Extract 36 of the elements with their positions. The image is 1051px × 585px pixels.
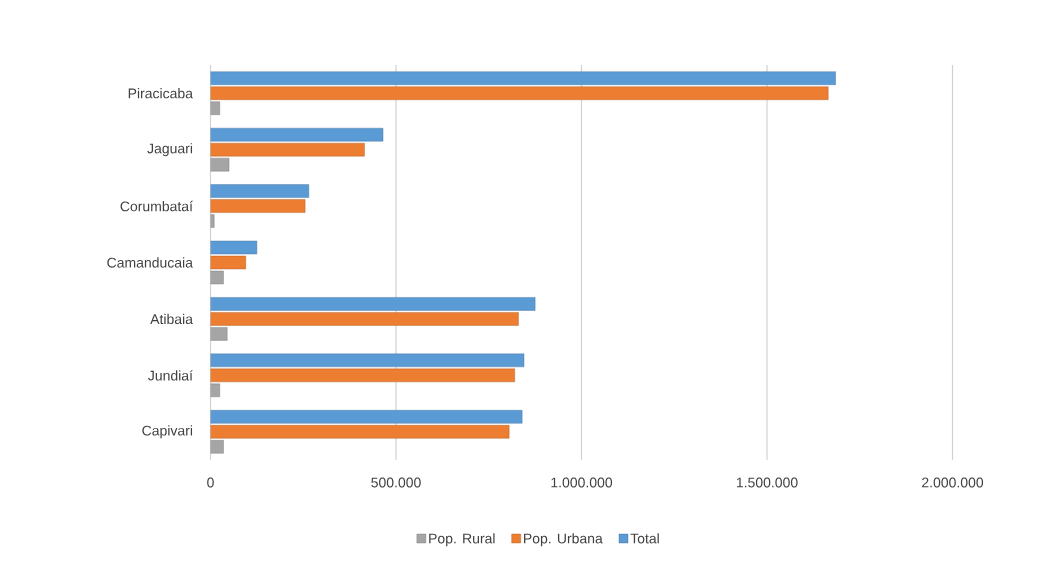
y-tick-label: Jaguari (147, 143, 193, 157)
x-tick-label: 0 (207, 477, 214, 488)
bar (210, 157, 230, 172)
x-tick-label: 1.500.000 (736, 477, 798, 488)
x-tick-label: 2.000.000 (922, 477, 984, 488)
legend-label: Pop. Rural (429, 533, 495, 547)
bar (210, 184, 310, 198)
y-tick-label: Atibaia (150, 313, 193, 325)
bar (210, 410, 523, 424)
bar (210, 440, 224, 454)
bar (210, 353, 525, 368)
legend-label: Total (630, 533, 659, 544)
bar (210, 142, 365, 157)
bar (210, 368, 515, 383)
bar (210, 312, 519, 326)
y-tick-label: Camanducaia (107, 257, 193, 268)
y-tick-label: Capivari (142, 425, 193, 439)
bar (210, 71, 836, 85)
bar (210, 86, 829, 100)
bar (210, 101, 220, 115)
bar (210, 127, 384, 142)
x-tick-label: 500.000 (371, 477, 421, 488)
x-tick-label: 1.000.000 (551, 477, 613, 488)
bar (210, 297, 536, 311)
y-tick-label: Corumbataí (120, 200, 193, 212)
bar (210, 270, 224, 285)
y-tick-label: Piracicaba (128, 88, 193, 99)
y-tick-label: Jundiaí (148, 370, 193, 381)
bar (210, 327, 228, 341)
bar (210, 425, 510, 439)
bar (210, 214, 215, 228)
bar (210, 199, 306, 213)
bar (210, 383, 220, 398)
bar (210, 240, 258, 255)
bar (210, 255, 246, 270)
legend-label: Pop. Urbana (524, 533, 603, 547)
